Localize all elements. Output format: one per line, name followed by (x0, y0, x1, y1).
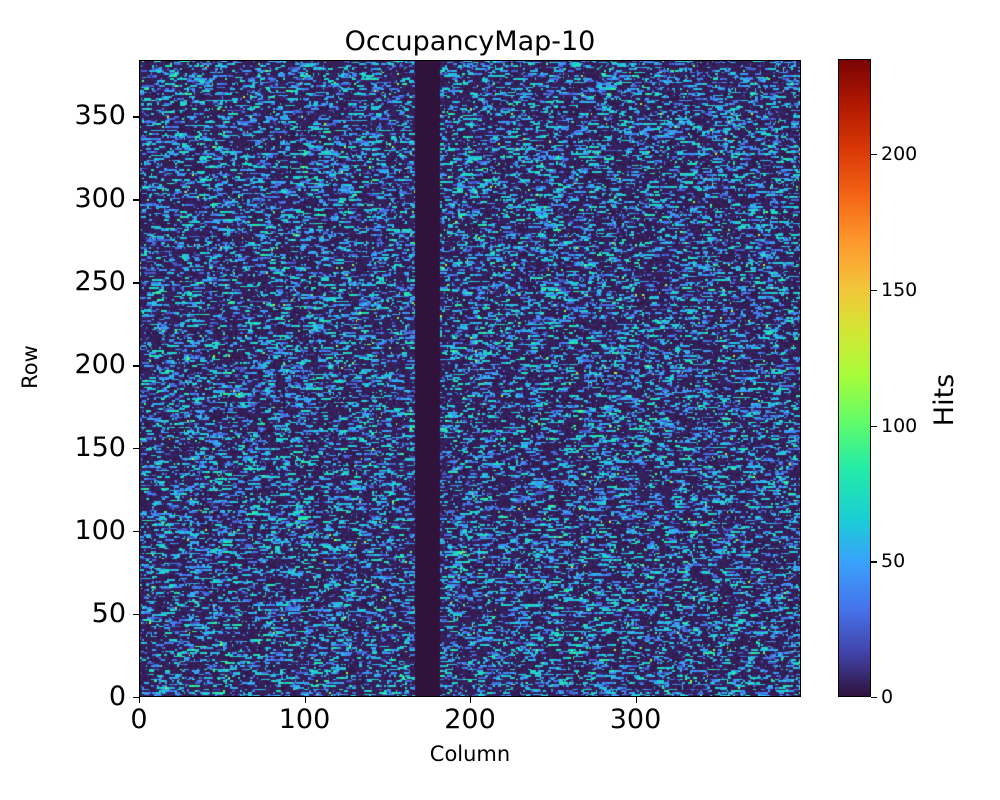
colorbar-tick-mark (871, 425, 877, 427)
colorbar[interactable] (838, 59, 871, 697)
y-tick-mark (133, 448, 139, 450)
colorbar-tick-label: 50 (881, 550, 906, 573)
y-tick-label: 100 (74, 515, 126, 547)
colorbar-tick-label: 100 (881, 414, 918, 437)
y-tick-label: 350 (74, 100, 126, 132)
colorbar-tick-label: 200 (881, 143, 918, 166)
x-tick-label: 100 (278, 704, 331, 735)
x-axis-label: Column (429, 742, 511, 766)
x-tick-label: 0 (130, 704, 148, 735)
x-tick-mark (304, 697, 306, 703)
y-tick-mark (133, 697, 139, 699)
colorbar-tick-mark (871, 289, 877, 292)
y-tick-mark (133, 282, 139, 284)
x-tick-mark (139, 697, 141, 703)
y-tick-label: 250 (74, 266, 126, 298)
page-title: OccupancyMap-10 (344, 26, 596, 57)
colorbar-tick-label: 0 (881, 686, 894, 708)
y-tick-mark (133, 614, 139, 616)
y-tick-label: 0 (108, 681, 126, 712)
y-tick-mark (133, 365, 139, 367)
x-tick-mark (470, 697, 472, 703)
colorbar-tick-mark (871, 697, 877, 699)
colorbar-gradient (838, 59, 871, 697)
heatmap-image (139, 60, 801, 697)
colorbar-tick-mark (871, 154, 877, 156)
y-tick-mark (133, 116, 139, 118)
heatmap-plot-area[interactable] (139, 60, 801, 697)
colorbar-tick-label: 150 (881, 278, 918, 301)
y-tick-label: 300 (74, 183, 126, 215)
y-tick-label: 200 (74, 349, 126, 381)
y-axis-label: Row (18, 345, 42, 389)
y-tick-label: 50 (91, 598, 126, 630)
colorbar-tick-mark (871, 561, 877, 563)
y-tick-label: 150 (74, 432, 126, 464)
x-tick-mark (635, 697, 637, 703)
y-tick-mark (133, 531, 139, 533)
y-tick-mark (133, 199, 139, 201)
colorbar-label: Hits (929, 373, 960, 427)
x-tick-label: 200 (444, 704, 496, 735)
x-tick-label: 300 (609, 704, 662, 735)
